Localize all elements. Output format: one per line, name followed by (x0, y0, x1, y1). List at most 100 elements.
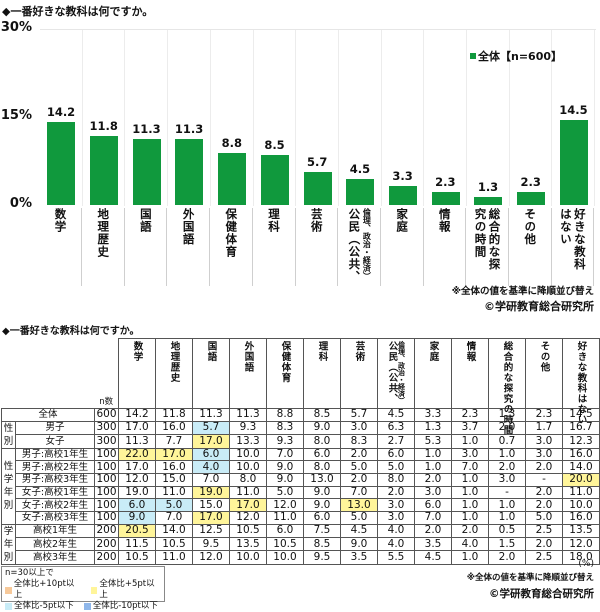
category-label: 芸術 (296, 208, 339, 286)
table-cell: 10.0 (229, 460, 267, 475)
legend-plus10: 全体比+10pt以上 (5, 579, 81, 601)
table-cell: - (525, 473, 563, 487)
table-cell: 7.0 (340, 485, 378, 500)
table-cell: 9.0 (266, 473, 304, 487)
chart-legend: 全体【n=600】 (470, 48, 562, 64)
table-cell: 2.0 (414, 523, 452, 539)
table-cell: 6.0 (118, 498, 156, 513)
table-cell: 8.5 (303, 537, 341, 552)
y-tick-15: 15% (0, 108, 32, 123)
table-cell: 17.0 (192, 511, 230, 525)
row-n: 300 (94, 434, 119, 449)
category-label: その他 (510, 208, 552, 286)
table-cell: 1.3 (488, 408, 526, 422)
header-n: n数 (94, 338, 119, 409)
table-cell: 2.0 (488, 550, 526, 565)
table-cell: 2.0 (451, 523, 489, 539)
table-cell: 2.0 (488, 420, 526, 436)
table-row: 女子:高校3年生 100 9.0 7.0 17.0 12.0 11.0 6.0 5.0 3.0 7.… (2, 511, 600, 525)
bar-value-label: 11.3 (132, 121, 161, 136)
column-header: 公民（公共、倫理、政治・経済） (377, 338, 415, 409)
row-n: 600 (94, 408, 119, 422)
bar-2 (132, 138, 161, 205)
table-cell: 2.0 (525, 537, 563, 552)
table-cell: - (488, 485, 526, 500)
table-cell: 12.0 (118, 473, 156, 487)
table-title: ◆一番好きな教科は何ですか。 (2, 326, 140, 337)
table-cell: 10.0 (562, 498, 600, 513)
unit-label: (%) (578, 559, 594, 569)
row-group-label: 学年別 (1, 523, 16, 565)
table-cell: 19.0 (118, 485, 156, 500)
bar-3 (175, 138, 204, 205)
bar-10 (474, 197, 503, 205)
bar-4 (218, 153, 247, 205)
table-cell: 2.3 (451, 408, 489, 422)
column-header: その他 (525, 338, 563, 409)
table-cell: 4.5 (377, 408, 415, 422)
bar-value-label: 2.3 (435, 174, 456, 189)
table-cell: 6.3 (377, 420, 415, 436)
table-copyright: ©学研教育総合研究所 (489, 588, 594, 600)
table-cell: 3.0 (525, 434, 563, 449)
bar-6 (303, 171, 332, 205)
bar-0 (47, 121, 76, 205)
table-cell: 8.0 (303, 434, 341, 449)
row-n: 200 (94, 537, 119, 552)
y-tick-0: 0% (9, 196, 32, 211)
column-header: 芸術 (340, 338, 378, 409)
lightblue-swatch-icon (5, 603, 12, 610)
table-cell: 9.5 (303, 550, 341, 565)
blue-swatch-icon (83, 603, 91, 610)
table-cell: 9.0 (303, 420, 341, 436)
table-cell: 7.0 (414, 511, 452, 525)
table-cell: 11.8 (155, 408, 193, 422)
table-cell: 3.0 (451, 447, 489, 462)
table-cell: 11.5 (118, 537, 156, 552)
bar-8 (388, 185, 417, 205)
grid-separator (209, 30, 211, 206)
table-cell: 2.0 (525, 498, 563, 513)
table-cell: 15.0 (155, 473, 193, 487)
table-cell: 11.3 (192, 408, 230, 422)
bar-1 (90, 135, 119, 205)
legend-swatch-icon (470, 53, 476, 59)
table-cell: 8.5 (303, 408, 341, 422)
legend-label: 全体【n=600】 (478, 50, 563, 63)
table-cell: 1.0 (414, 447, 452, 462)
bar-12 (559, 119, 588, 205)
row-label: 全体 (1, 408, 95, 422)
table-cell: 1.0 (451, 485, 489, 500)
table-cell: 2.0 (488, 460, 526, 475)
table-cell: 5.0 (377, 460, 415, 475)
bar-value-label: 2.3 (520, 174, 541, 189)
table-cell: 7.0 (192, 473, 230, 487)
table-row: 高校3年生 200 10.5 11.0 12.0 10.0 10.0 9.5 3.5 5.5 4.5… (2, 550, 600, 565)
table-cell: 11.0 (229, 485, 267, 500)
table-cell: 7.0 (266, 447, 304, 462)
table-cell: 10.5 (229, 523, 267, 539)
table-cell: 3.3 (414, 408, 452, 422)
column-header: 総合的な探究の時間 (488, 338, 526, 436)
table-cell: 1.0 (451, 511, 489, 525)
table-cell: 4.0 (377, 537, 415, 552)
table-cell: 8.3 (340, 434, 378, 449)
table-cell: 10.5 (155, 537, 193, 552)
table-cell: 5.0 (525, 511, 563, 525)
bar-value-label: 8.5 (264, 138, 285, 153)
table-cell: 2.7 (377, 434, 415, 449)
table-row: 学年別高校1年生 200 20.5 14.0 12.5 10.5 6.0 7.5 4.5 4.0 2… (1, 523, 600, 565)
table-cell: 10.5 (266, 537, 304, 552)
grid-separator (295, 30, 297, 206)
table-row: 女子:高校2年生 100 6.0 5.0 15.0 17.0 12.0 9.0 13.0 3.0 6… (2, 498, 600, 513)
grid-separator (167, 30, 169, 206)
table-cell: 6.0 (266, 523, 304, 539)
column-header: 理科 (303, 338, 341, 409)
category-label: 公民（公共、 倫理、政治・経済） (339, 208, 381, 286)
table-cell: 7.7 (155, 434, 193, 449)
table-cell: 9.5 (192, 537, 230, 552)
table-cell: 16.0 (155, 420, 193, 436)
table-cell: 9.3 (266, 434, 304, 449)
row-label: 高校2年生 (15, 537, 95, 552)
table-cell: 7.5 (303, 523, 341, 539)
